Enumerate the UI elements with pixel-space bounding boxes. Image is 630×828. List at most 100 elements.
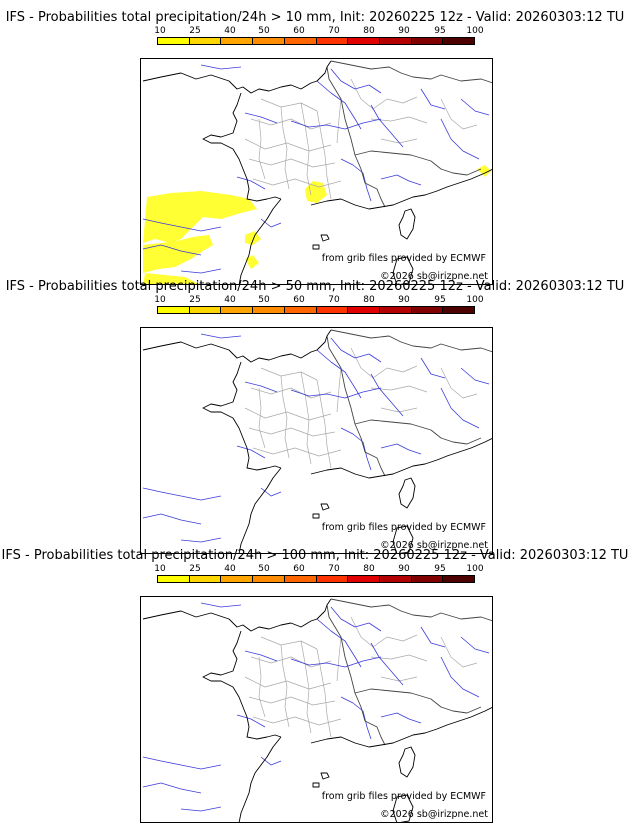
map-panel-50mm: IFS - Probabilities total precipitation/… [0, 279, 630, 555]
coastline [142, 329, 492, 553]
colorbar-tick: 60 [293, 26, 305, 36]
colorbar-tick: 40 [224, 26, 236, 36]
colorbar-tick: 60 [293, 295, 305, 305]
colorbar-tick: 25 [189, 26, 201, 36]
colorbar-tick: 50 [258, 295, 270, 305]
colorbar-tick: 50 [258, 26, 270, 36]
colorbar-segment [158, 576, 190, 582]
colorbar-tick: 25 [189, 295, 201, 305]
colorbar: 10 25 40 50 60 70 80 90 95 100 [0, 295, 630, 317]
precip-area [305, 181, 327, 203]
colorbar-segment [253, 576, 285, 582]
colorbar-segment [411, 38, 444, 44]
colorbar-segment [253, 307, 285, 313]
colorbar-tick: 90 [398, 26, 410, 36]
colorbar-segment [189, 576, 222, 582]
colorbar-segment [443, 576, 475, 582]
admin-boundaries [244, 78, 478, 200]
panel-title: IFS - Probabilities total precipitation/… [5, 10, 625, 25]
colorbar-tick: 80 [363, 26, 375, 36]
precip-area [245, 255, 259, 269]
colorbar-tick: 40 [224, 564, 236, 574]
basemap [142, 598, 492, 822]
corsica-coast [398, 208, 416, 240]
national-borders [326, 598, 492, 746]
credit-copyright: ©2026 sb@irizpne.net [380, 540, 488, 551]
colorbar: 10 25 40 50 60 70 80 90 95 100 [0, 26, 630, 48]
admin-boundaries [244, 347, 478, 469]
colorbar-tick: 95 [434, 26, 446, 36]
precip-area [245, 231, 261, 245]
colorbar-tick: 70 [328, 26, 340, 36]
basemap [142, 329, 492, 553]
credit-copyright: ©2026 sb@irizpne.net [380, 271, 488, 282]
coastline [142, 60, 492, 284]
colorbar-segment [348, 38, 380, 44]
precip-area [477, 165, 491, 177]
sardinia-coast [392, 256, 414, 284]
colorbar-segment [348, 576, 380, 582]
map-panel-100mm: IFS - Probabilities total precipitation/… [0, 548, 630, 824]
panel-title: IFS - Probabilities total precipitation/… [5, 279, 625, 294]
colorbar-segment [443, 38, 475, 44]
credit-source: from grib files provided by ECMWF [321, 253, 486, 264]
map-frame: from grib files provided by ECMWF ©2026 … [140, 58, 493, 285]
colorbar-tick: 100 [466, 295, 484, 305]
colorbar-segment [221, 38, 254, 44]
coastline [142, 598, 492, 822]
small-islands [312, 503, 330, 519]
colorbar-scale [157, 575, 475, 583]
corsica-coast [398, 477, 416, 509]
colorbar-scale [157, 37, 475, 45]
national-borders [326, 60, 492, 208]
colorbar-segment [221, 307, 254, 313]
colorbar-segment [379, 576, 412, 582]
colorbar-segment [221, 576, 254, 582]
colorbar-segment [189, 307, 222, 313]
colorbar-tick: 10 [154, 26, 166, 36]
credit-source: from grib files provided by ECMWF [321, 522, 486, 533]
colorbar-segment [411, 576, 444, 582]
colorbar-tick: 70 [328, 564, 340, 574]
national-borders [326, 329, 492, 477]
credit-source: from grib files provided by ECMWF [321, 791, 486, 802]
colorbar-tick: 50 [258, 564, 270, 574]
precip-area [143, 235, 213, 273]
sardinia-coast [392, 525, 414, 553]
colorbar-segment [316, 307, 349, 313]
precip-area [143, 273, 199, 284]
colorbar-scale [157, 306, 475, 314]
rivers [142, 64, 490, 274]
small-islands [312, 772, 330, 788]
colorbar-segment [253, 38, 285, 44]
basemap [142, 60, 492, 284]
colorbar-tick: 60 [293, 564, 305, 574]
corsica-coast [398, 746, 416, 778]
colorbar-tick: 80 [363, 295, 375, 305]
colorbar-tick: 40 [224, 295, 236, 305]
colorbar-tick: 10 [154, 564, 166, 574]
colorbar-segment [284, 576, 317, 582]
colorbar-tick: 100 [466, 564, 484, 574]
colorbar-tick: 95 [434, 564, 446, 574]
colorbar-segment [189, 38, 222, 44]
sardinia-coast [392, 794, 414, 822]
colorbar-tick: 10 [154, 295, 166, 305]
precip-area [143, 191, 257, 243]
colorbar-tick: 90 [398, 564, 410, 574]
map-frame: from grib files provided by ECMWF ©2026 … [140, 327, 493, 554]
map-frame: from grib files provided by ECMWF ©2026 … [140, 596, 493, 823]
colorbar-segment [158, 38, 190, 44]
admin-boundaries [244, 616, 478, 738]
colorbar-segment [443, 307, 475, 313]
colorbar-tick: 90 [398, 295, 410, 305]
small-islands [312, 234, 330, 250]
colorbar-segment [379, 38, 412, 44]
colorbar-segment [158, 307, 190, 313]
rivers [142, 602, 490, 812]
rivers [142, 333, 490, 543]
colorbar: 10 25 40 50 60 70 80 90 95 100 [0, 564, 630, 586]
colorbar-segment [379, 307, 412, 313]
colorbar-segment [284, 307, 317, 313]
colorbar-tick: 25 [189, 564, 201, 574]
